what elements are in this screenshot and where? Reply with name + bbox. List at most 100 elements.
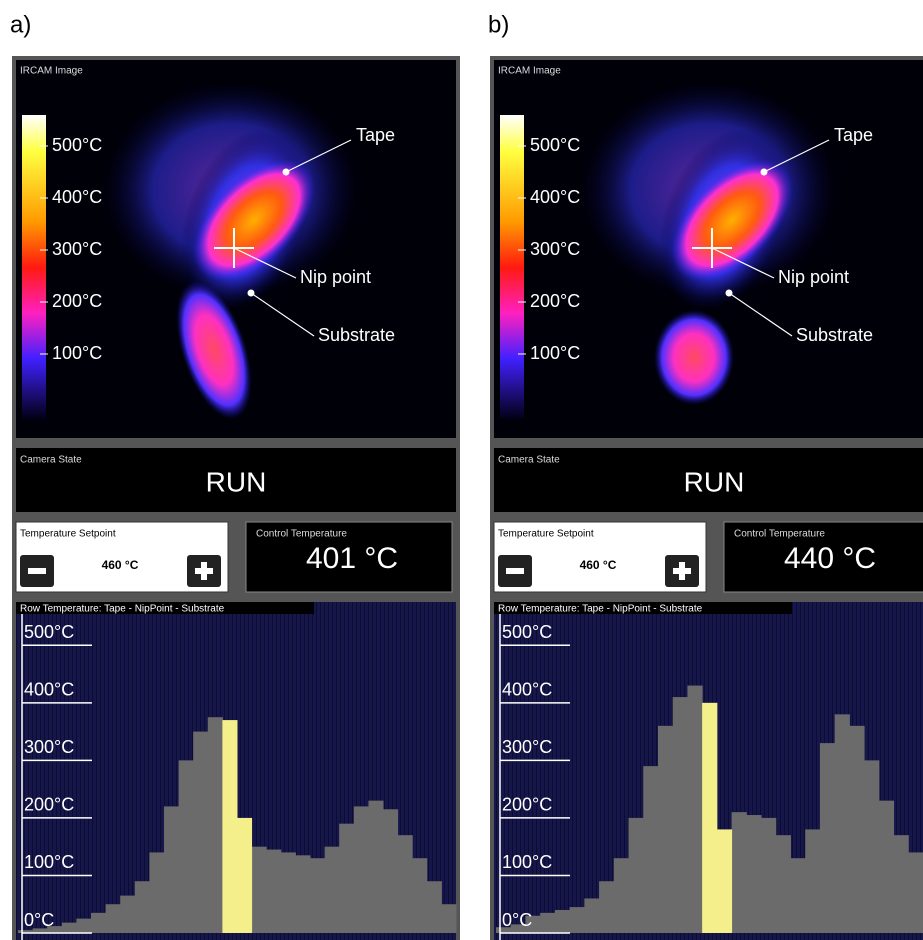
profile-bar: [398, 835, 413, 933]
scale-label: 200°C: [52, 291, 102, 311]
y-tick-label: 500°C: [502, 622, 552, 642]
profile-bar: [179, 760, 194, 933]
y-tick-label: 200°C: [24, 795, 74, 815]
profile-bar: [237, 818, 252, 933]
y-tick-label: 500°C: [24, 622, 74, 642]
color-bar: [22, 115, 46, 420]
profile-bar: [310, 858, 325, 933]
profile-bar: [164, 806, 179, 933]
profile-bar: [427, 881, 442, 933]
profile-bar: [643, 766, 658, 933]
camera-state-title: Camera State: [498, 455, 560, 466]
profile-bar: [702, 703, 717, 933]
scale-label: 200°C: [530, 291, 580, 311]
profile-bar: [599, 881, 614, 933]
camera-state-title: Camera State: [20, 455, 82, 466]
profile-bar: [383, 809, 398, 933]
profile-bar: [368, 801, 383, 933]
profile-bar: [295, 855, 310, 933]
scale-label: 300°C: [530, 239, 580, 259]
profile-bar: [658, 726, 673, 933]
annotation-dot: [761, 169, 768, 176]
profile-bar: [252, 847, 267, 933]
color-bar: [500, 115, 524, 420]
y-tick-label: 300°C: [24, 737, 74, 757]
chart-title: Row Temperature: Tape - NipPoint - Subst…: [20, 604, 225, 615]
profile-bar: [732, 812, 747, 933]
heat-blob: [654, 310, 734, 405]
profile-bar: [629, 818, 644, 933]
profile-bar: [91, 913, 106, 933]
profile-bar: [849, 726, 864, 933]
annotation: Nip point: [300, 267, 371, 287]
profile-bar: [614, 858, 629, 933]
profile-bar: [864, 760, 879, 933]
control-title: Control Temperature: [734, 529, 825, 540]
button-icon: [201, 562, 207, 580]
scale-label: 300°C: [52, 239, 102, 259]
profile-bar: [584, 898, 599, 933]
annotation: Substrate: [318, 325, 395, 345]
camera-state-value: RUN: [206, 466, 267, 497]
annotation-dot: [248, 290, 255, 297]
profile-bar: [106, 904, 121, 933]
y-tick-label: 400°C: [24, 680, 74, 700]
annotation: Tape: [356, 125, 395, 145]
profile-bar: [135, 881, 150, 933]
profile-bar: [266, 850, 281, 933]
minus-button[interactable]: [498, 555, 532, 587]
profile-bar: [540, 913, 555, 933]
panel: b)IRCAM Image500°C400°C300°C200°C100°CTa…: [488, 11, 923, 940]
profile-bar: [555, 910, 570, 933]
scale-label: 500°C: [52, 135, 102, 155]
profile-bar: [281, 852, 296, 933]
scale-label: 400°C: [52, 187, 102, 207]
annotation: Tape: [834, 125, 873, 145]
annotation-dot: [283, 169, 290, 176]
control-value: 440 °C: [784, 542, 876, 575]
scale-label: 500°C: [530, 135, 580, 155]
chart-title: Row Temperature: Tape - NipPoint - Subst…: [498, 604, 703, 615]
profile-bar: [208, 717, 223, 933]
scale-label: 400°C: [530, 187, 580, 207]
plus-button[interactable]: [187, 555, 221, 587]
profile-bar: [761, 818, 776, 933]
profile-bar: [805, 829, 820, 933]
panel-label: a): [10, 11, 31, 38]
profile-bar: [412, 858, 427, 933]
button-icon: [506, 568, 524, 574]
profile-bar: [76, 919, 91, 933]
profile-bar: [339, 824, 354, 933]
profile-bar: [570, 907, 585, 933]
profile-bar: [835, 714, 850, 933]
profile-bar: [193, 732, 208, 933]
profile-bar: [790, 858, 805, 933]
camera-state-value: RUN: [684, 466, 745, 497]
y-tick-label: 100°C: [502, 852, 552, 872]
profile-bar: [62, 923, 77, 933]
profile-bar: [908, 852, 923, 933]
profile-bar: [687, 686, 702, 933]
annotation: Nip point: [778, 267, 849, 287]
panel: a) IRCAM Image 500°C 400°C 300°C 200°C 100°C Ta…: [10, 11, 460, 940]
profile-bar: [325, 847, 340, 933]
annotation: Substrate: [796, 325, 873, 345]
profile-bar: [673, 697, 688, 933]
minus-button[interactable]: [20, 555, 54, 587]
scale-label: 100°C: [530, 343, 580, 363]
profile-bar: [149, 852, 164, 933]
ir-title: IRCAM Image: [20, 66, 83, 77]
control-value: 401 °C: [306, 542, 398, 575]
setpoint-value: 460 °C: [102, 558, 139, 572]
plus-button[interactable]: [665, 555, 699, 587]
annotation-dot: [726, 290, 733, 297]
profile-bar: [222, 720, 237, 933]
ir-title: IRCAM Image: [498, 66, 561, 77]
profile-bar: [776, 835, 791, 933]
setpoint-title: Temperature Setpoint: [20, 529, 116, 540]
y-tick-label: 0°C: [24, 910, 54, 930]
profile-bar: [879, 801, 894, 933]
y-tick-label: 100°C: [24, 852, 74, 872]
profile-bar: [746, 815, 761, 933]
y-tick-label: 0°C: [502, 910, 532, 930]
